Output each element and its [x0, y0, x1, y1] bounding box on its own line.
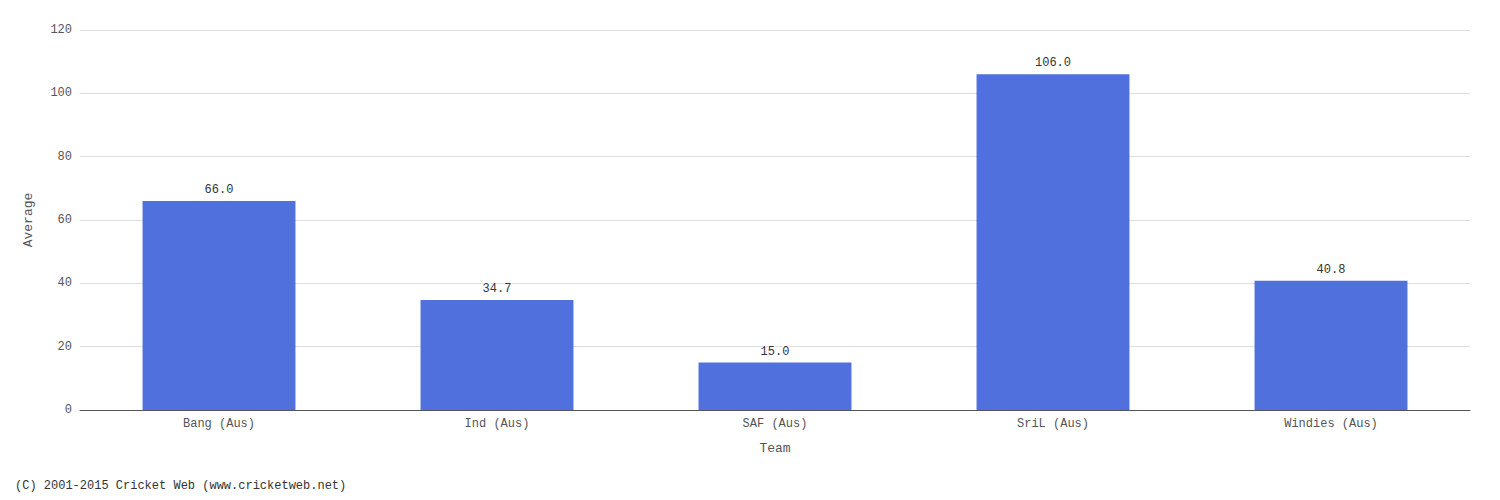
- svg-text:20: 20: [58, 340, 72, 354]
- svg-text:(C) 2001-2015 Cricket Web (www: (C) 2001-2015 Cricket Web (www.cricketwe…: [15, 479, 346, 493]
- svg-text:34.7: 34.7: [483, 282, 512, 296]
- svg-text:66.0: 66.0: [205, 183, 234, 197]
- svg-text:120: 120: [50, 23, 72, 37]
- svg-text:40.8: 40.8: [1317, 263, 1346, 277]
- svg-text:SAF (Aus): SAF (Aus): [743, 417, 808, 431]
- svg-text:Windies (Aus): Windies (Aus): [1284, 417, 1378, 431]
- svg-text:40: 40: [58, 276, 72, 290]
- svg-text:Bang (Aus): Bang (Aus): [183, 417, 255, 431]
- svg-text:80: 80: [58, 150, 72, 164]
- svg-text:60: 60: [58, 213, 72, 227]
- svg-text:106.0: 106.0: [1035, 56, 1071, 70]
- svg-text:0: 0: [65, 403, 72, 417]
- svg-text:SriL (Aus): SriL (Aus): [1017, 417, 1089, 431]
- svg-text:100: 100: [50, 86, 72, 100]
- svg-text:Average: Average: [21, 193, 36, 248]
- svg-text:Team: Team: [759, 441, 790, 456]
- svg-text:15.0: 15.0: [761, 345, 790, 359]
- svg-text:Ind (Aus): Ind (Aus): [465, 417, 530, 431]
